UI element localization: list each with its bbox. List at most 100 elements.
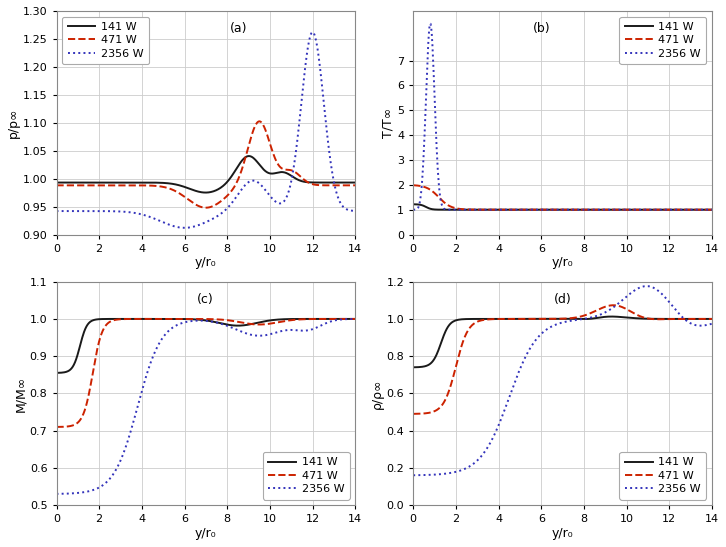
- 141 W: [701, 206, 710, 213]
- 2356 W: [701, 322, 710, 329]
- Line: 471 W: 471 W: [413, 185, 712, 210]
- 2356 W: [231, 195, 240, 202]
- 141 W: [297, 316, 306, 322]
- 471 W: [587, 310, 595, 316]
- 2356 W: [351, 316, 359, 322]
- 471 W: [194, 202, 203, 209]
- Text: (c): (c): [197, 293, 213, 306]
- 141 W: [213, 319, 222, 326]
- 141 W: [194, 316, 203, 323]
- Text: (d): (d): [554, 293, 571, 306]
- 2356 W: [409, 472, 417, 479]
- 471 W: [653, 206, 662, 213]
- 141 W: [214, 185, 223, 192]
- 141 W: [553, 206, 562, 213]
- 141 W: [654, 316, 663, 322]
- Line: 2356 W: 2356 W: [413, 286, 712, 475]
- 471 W: [196, 316, 205, 322]
- 471 W: [551, 316, 560, 322]
- 471 W: [552, 316, 561, 322]
- 141 W: [245, 153, 253, 159]
- 2356 W: [464, 206, 473, 213]
- 471 W: [52, 424, 61, 430]
- 141 W: [298, 178, 307, 185]
- Line: 2356 W: 2356 W: [57, 319, 355, 494]
- 471 W: [708, 316, 717, 322]
- 2356 W: [571, 317, 579, 323]
- 141 W: [571, 316, 579, 322]
- 141 W: [551, 316, 560, 322]
- 471 W: [409, 182, 417, 189]
- 2356 W: [426, 21, 435, 27]
- 2356 W: [197, 221, 205, 228]
- Line: 141 W: 141 W: [413, 204, 712, 210]
- Line: 2356 W: 2356 W: [57, 32, 355, 228]
- 2356 W: [298, 94, 306, 100]
- 2356 W: [551, 322, 560, 328]
- 2356 W: [701, 206, 710, 213]
- 2356 W: [654, 288, 663, 294]
- 141 W: [552, 316, 561, 322]
- 141 W: [351, 179, 359, 186]
- 141 W: [230, 322, 239, 329]
- Text: (b): (b): [533, 22, 550, 35]
- Line: 141 W: 141 W: [57, 319, 355, 373]
- 141 W: [587, 206, 596, 213]
- 2356 W: [230, 325, 239, 332]
- 2356 W: [552, 321, 561, 328]
- 141 W: [654, 206, 663, 213]
- 471 W: [654, 316, 663, 323]
- 471 W: [201, 205, 210, 211]
- 141 W: [196, 317, 205, 323]
- 141 W: [343, 316, 352, 322]
- 471 W: [345, 182, 354, 189]
- 2356 W: [643, 283, 651, 289]
- Y-axis label: M/M∞: M/M∞: [14, 375, 27, 411]
- 141 W: [571, 206, 580, 213]
- 141 W: [194, 188, 203, 195]
- 2356 W: [571, 206, 580, 213]
- 141 W: [708, 316, 717, 322]
- 471 W: [571, 315, 579, 321]
- 471 W: [701, 316, 710, 322]
- 471 W: [587, 206, 595, 213]
- 2356 W: [409, 206, 417, 213]
- 2356 W: [587, 314, 595, 321]
- 2356 W: [213, 319, 222, 326]
- Text: (a): (a): [230, 22, 248, 35]
- Line: 471 W: 471 W: [413, 305, 712, 414]
- 471 W: [196, 203, 205, 210]
- 471 W: [230, 318, 239, 324]
- 2356 W: [655, 206, 664, 213]
- 471 W: [551, 206, 560, 213]
- 2356 W: [52, 208, 61, 214]
- 2356 W: [309, 29, 317, 36]
- X-axis label: y/r₀: y/r₀: [552, 257, 574, 269]
- 2356 W: [214, 212, 223, 218]
- Y-axis label: p/p∞: p/p∞: [7, 108, 20, 138]
- 471 W: [231, 183, 240, 189]
- 471 W: [214, 200, 223, 206]
- Legend: 141 W, 471 W, 2356 W: 141 W, 471 W, 2356 W: [619, 16, 706, 65]
- 2356 W: [345, 207, 354, 213]
- X-axis label: y/r₀: y/r₀: [195, 527, 216, 540]
- 2356 W: [554, 206, 563, 213]
- 471 W: [571, 206, 579, 213]
- 471 W: [658, 206, 667, 213]
- 471 W: [255, 118, 264, 125]
- 471 W: [552, 206, 561, 213]
- 471 W: [609, 302, 618, 309]
- 471 W: [701, 206, 710, 213]
- 141 W: [196, 189, 205, 195]
- 471 W: [351, 182, 359, 189]
- 141 W: [607, 313, 616, 320]
- 2356 W: [708, 206, 717, 213]
- X-axis label: y/r₀: y/r₀: [195, 257, 216, 269]
- 471 W: [351, 316, 359, 322]
- 471 W: [297, 316, 306, 323]
- 141 W: [351, 316, 359, 322]
- Line: 471 W: 471 W: [57, 121, 355, 208]
- 141 W: [52, 370, 61, 376]
- Legend: 141 W, 471 W, 2356 W: 141 W, 471 W, 2356 W: [263, 452, 350, 500]
- Y-axis label: ρ/ρ∞: ρ/ρ∞: [371, 379, 383, 409]
